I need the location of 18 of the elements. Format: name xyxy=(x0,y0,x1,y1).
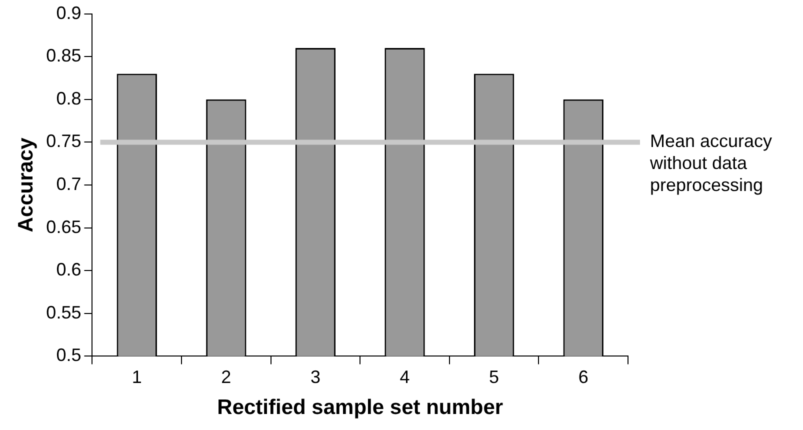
ref-line-label: Mean accuracy without data preprocessing xyxy=(649,131,772,196)
y-tick-label: 0.5 xyxy=(56,345,82,366)
x-tick-label: 6 xyxy=(578,366,588,387)
y-tick-label: 0.7 xyxy=(56,174,82,194)
x-axis-title: Rectified sample set number xyxy=(217,396,504,420)
y-tick-label: 0.8 xyxy=(56,88,82,108)
x-tick-label: 3 xyxy=(310,366,320,387)
y-tick-label: 0.75 xyxy=(46,131,82,152)
x-tick-label: 5 xyxy=(489,366,500,387)
x-tick-label: 1 xyxy=(132,366,142,387)
y-tick-label: 0.6 xyxy=(56,260,82,280)
x-tick-label: 4 xyxy=(400,366,410,387)
y-tick-label: 0.85 xyxy=(46,46,82,66)
y-tick-label: 0.55 xyxy=(46,302,82,322)
y-tick-label: 0.65 xyxy=(46,216,82,237)
y-axis-title: Accuracy xyxy=(14,137,38,232)
x-tick-label: 2 xyxy=(221,366,232,387)
y-tick-label: 0.9 xyxy=(56,2,82,23)
